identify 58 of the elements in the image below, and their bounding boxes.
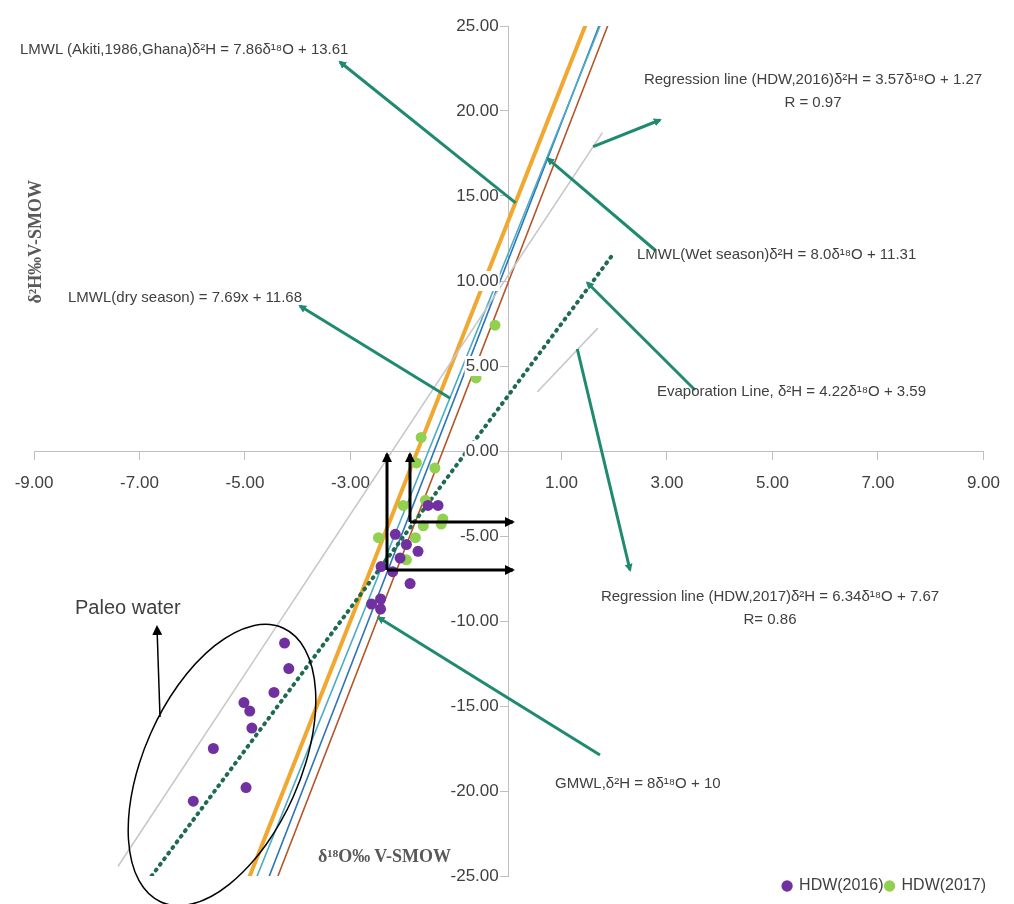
annotation: Evaporation Line, δ²H = 4.22δ¹⁸O + 3.59 bbox=[657, 381, 927, 401]
x-tick-label: -9.00 bbox=[14, 472, 54, 492]
y-tick-label: 15.00 bbox=[456, 185, 499, 205]
annotation: Paleo water bbox=[75, 595, 181, 620]
y-tick-label: -25.00 bbox=[450, 865, 499, 885]
point bbox=[489, 319, 501, 331]
point bbox=[394, 552, 406, 564]
point bbox=[268, 686, 280, 698]
point bbox=[422, 499, 434, 511]
point bbox=[415, 431, 427, 443]
x-axis-title: δ¹⁸O‰ V-SMOW bbox=[318, 846, 451, 867]
y-tick-label: 20.00 bbox=[456, 100, 499, 120]
annotation: LMWL(Wet season)δ²H = 8.0δ¹⁸O + 11.31 bbox=[637, 244, 917, 264]
y-tick-label: -5.00 bbox=[459, 525, 499, 545]
y-tick-label: 25.00 bbox=[456, 15, 499, 35]
annotation: Regression line (HDW,2016)δ²H = 3.57δ¹⁸O + 1.27 R = 0.97 bbox=[642, 69, 984, 112]
point bbox=[375, 593, 387, 605]
point bbox=[372, 532, 384, 544]
point bbox=[404, 578, 416, 590]
y-tick-label: 10.00 bbox=[456, 270, 499, 290]
point bbox=[283, 663, 295, 675]
x-tick-label: -5.00 bbox=[225, 472, 265, 492]
point bbox=[246, 722, 258, 734]
point bbox=[240, 782, 252, 794]
x-tick-label: 9.00 bbox=[966, 472, 1000, 492]
y-tick-label: 5.00 bbox=[465, 355, 499, 375]
point bbox=[187, 795, 199, 807]
y-tick-label: -15.00 bbox=[450, 695, 499, 715]
point bbox=[397, 499, 409, 511]
point bbox=[432, 499, 444, 511]
y-axis-title: δ²H‰V-SMOW bbox=[24, 179, 46, 304]
point bbox=[389, 528, 401, 540]
point bbox=[375, 561, 387, 573]
point bbox=[429, 462, 441, 474]
x-tick-label: 7.00 bbox=[861, 472, 895, 492]
x-tick-label: -7.00 bbox=[120, 472, 159, 492]
point bbox=[412, 545, 424, 557]
point bbox=[279, 637, 291, 649]
point bbox=[409, 532, 421, 544]
y-tick-label: 0.00 bbox=[465, 440, 499, 460]
point bbox=[207, 743, 219, 754]
annotation: GMWL,δ²H = 8δ¹⁸O + 10 bbox=[555, 773, 721, 793]
point bbox=[375, 603, 387, 615]
annotation: LMWL (Akiti,1986,Ghana)δ²H = 7.86δ¹⁸O + 13.61 bbox=[20, 39, 349, 59]
x-tick-label: 5.00 bbox=[755, 472, 790, 492]
legend-label: HDW(2016) bbox=[799, 876, 884, 894]
point bbox=[366, 598, 378, 610]
x-tick-label: 3.00 bbox=[650, 472, 684, 492]
legend-label: HDW(2017) bbox=[901, 876, 987, 894]
x-tick-label: -3.00 bbox=[331, 472, 370, 492]
annotation: Regression line (HDW,2017)δ²H = 6.34δ¹⁸O + 7.67 R= 0.86 bbox=[599, 586, 941, 629]
y-tick-label: -10.00 bbox=[450, 610, 499, 630]
y-tick-label: -20.00 bbox=[450, 780, 499, 800]
point bbox=[400, 539, 412, 550]
point bbox=[244, 705, 256, 717]
x-tick-label: 1.00 bbox=[544, 472, 579, 492]
point bbox=[238, 697, 250, 709]
annotation: LMWL(dry season) = 7.69x + 11.68 bbox=[68, 287, 303, 307]
